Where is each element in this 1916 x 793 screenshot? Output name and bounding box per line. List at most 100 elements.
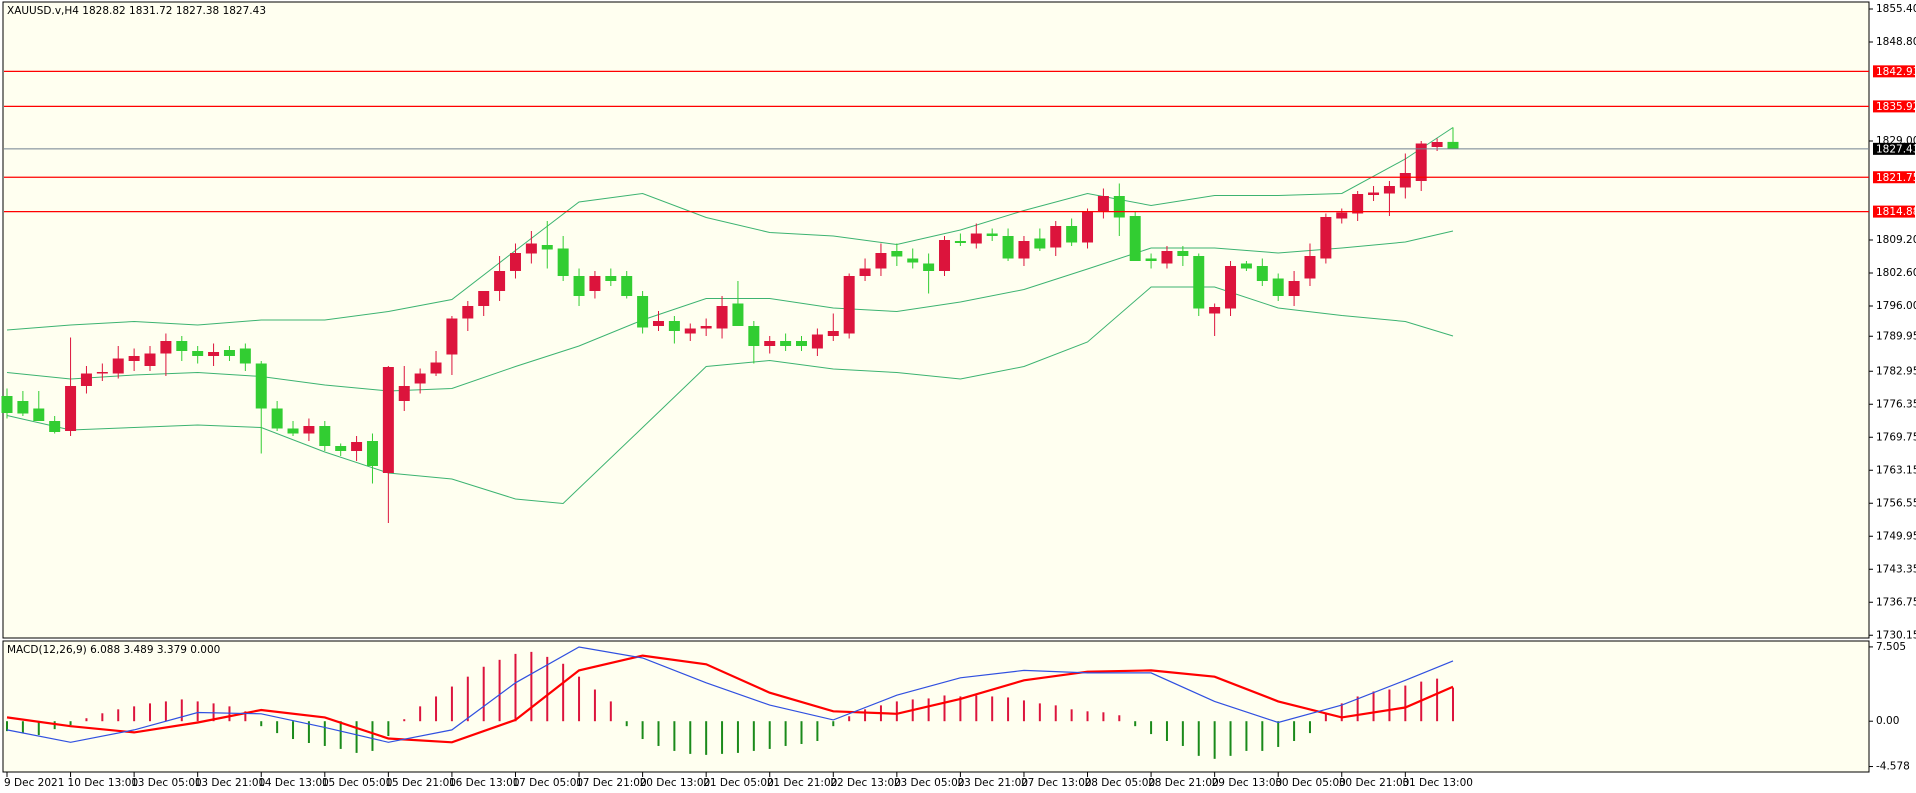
- candle-body: [1336, 212, 1348, 219]
- bollinger-band: [6, 127, 1454, 331]
- x-tick-label: 23 Dec 21:00: [957, 777, 1028, 789]
- x-tick-label: 30 Dec 21:00: [1339, 777, 1410, 789]
- candle-body: [939, 240, 951, 271]
- candle-body: [923, 263, 935, 271]
- candle-body: [716, 306, 728, 329]
- candle-body: [33, 408, 45, 421]
- y-tick-label: 1789.95: [1876, 330, 1916, 342]
- candle-body: [160, 341, 172, 354]
- y-tick-label: 1782.95: [1876, 365, 1916, 377]
- x-tick-label: 16 Dec 13:00: [449, 777, 520, 789]
- candle-body: [1, 396, 13, 413]
- candle-body: [80, 373, 92, 386]
- candle-body: [271, 408, 283, 429]
- x-tick-label: 27 Dec 13:00: [1021, 777, 1092, 789]
- candle-body: [1368, 192, 1380, 195]
- macd-panel: [2, 640, 1870, 773]
- x-tick-label: 10 Dec 13:00: [68, 777, 139, 789]
- candle-body: [446, 318, 458, 355]
- y-tick-label: 1848.80: [1876, 36, 1916, 48]
- candle-body: [621, 276, 633, 296]
- candle-body: [287, 428, 299, 434]
- candle-body: [1383, 186, 1395, 194]
- x-tick-label: 17 Dec 21:00: [576, 777, 647, 789]
- candle-body: [509, 253, 521, 271]
- price-tag: [1873, 65, 1915, 78]
- x-tick-label: 23 Dec 05:00: [894, 777, 965, 789]
- candle-body: [1193, 256, 1205, 309]
- candle-body: [748, 326, 760, 346]
- price-tag: [1873, 171, 1915, 184]
- candle-body: [1209, 307, 1221, 314]
- y-tick-label: 1796.00: [1876, 300, 1916, 312]
- candle-body: [557, 248, 569, 276]
- candle-body: [494, 271, 506, 291]
- candle-body: [764, 341, 776, 346]
- candle-body: [970, 233, 982, 244]
- price-tag: [1873, 100, 1915, 113]
- candle-body: [1177, 251, 1189, 256]
- candle-body: [1097, 196, 1109, 211]
- x-tick-label: 21 Dec 05:00: [703, 777, 774, 789]
- indicator-title: MACD(12,26,9) 6.088 3.489 3.379 0.000: [7, 644, 220, 656]
- y-tick-label: 1730.15: [1876, 629, 1916, 641]
- candle-body: [605, 276, 617, 281]
- candle-body: [430, 362, 442, 374]
- candle-body: [1304, 256, 1316, 279]
- y-tick-label: 1769.75: [1876, 431, 1916, 443]
- x-tick-label: 15 Dec 05:00: [322, 777, 393, 789]
- candle-body: [96, 372, 108, 374]
- candle-body: [1415, 143, 1427, 181]
- y-tick-label: 7.505: [1876, 641, 1906, 653]
- x-tick-label: 22 Dec 13:00: [830, 777, 901, 789]
- candle-body: [1225, 266, 1237, 309]
- y-tick-label: 1749.95: [1876, 530, 1916, 542]
- y-tick-label: 1736.75: [1876, 596, 1916, 608]
- candle-body: [255, 363, 267, 409]
- candle-body: [875, 253, 887, 269]
- plot-layer: [1, 70, 1869, 759]
- candle-body: [827, 331, 839, 336]
- macd-line: [6, 646, 1454, 743]
- y-tick-label: 1763.15: [1876, 464, 1916, 476]
- candle-body: [1240, 263, 1252, 269]
- candle-body: [1288, 281, 1300, 296]
- candle-body: [541, 245, 553, 250]
- candle-body: [17, 401, 29, 414]
- candle-body: [1399, 173, 1411, 188]
- candle-body: [176, 341, 188, 351]
- y-tick-label: 1802.60: [1876, 267, 1916, 279]
- candle-body: [1256, 266, 1268, 281]
- candle-body: [1082, 211, 1094, 243]
- candle-body: [414, 373, 426, 384]
- candle-body: [208, 352, 220, 356]
- candle-body: [954, 241, 966, 243]
- candle-body: [1161, 251, 1173, 264]
- candle-body: [1352, 194, 1364, 214]
- candle-body: [223, 350, 235, 356]
- candle-body: [1034, 238, 1046, 249]
- price-tag: [1873, 142, 1915, 155]
- candle-body: [1431, 142, 1443, 147]
- candle-body: [239, 348, 251, 364]
- candle-body: [335, 446, 347, 451]
- x-tick-label: 28 Dec 21:00: [1148, 777, 1219, 789]
- x-tick-label: 28 Dec 05:00: [1085, 777, 1156, 789]
- price-tag-label: 1842.93: [1876, 66, 1916, 78]
- x-tick-label: 30 Dec 05:00: [1275, 777, 1346, 789]
- price-tag-label: 1835.92: [1876, 101, 1916, 113]
- candle-body: [1050, 226, 1062, 248]
- candle-body: [192, 351, 204, 356]
- candle-body: [891, 251, 903, 257]
- candle-body: [319, 426, 331, 446]
- signal-line: [6, 654, 1454, 744]
- candle-body: [1018, 241, 1030, 259]
- price-tag: [1873, 205, 1915, 218]
- candle-body: [986, 233, 998, 236]
- candle-body: [843, 276, 855, 334]
- y-tick-label: 1756.55: [1876, 497, 1916, 509]
- candle-body: [652, 321, 664, 326]
- candle-body: [1129, 216, 1141, 261]
